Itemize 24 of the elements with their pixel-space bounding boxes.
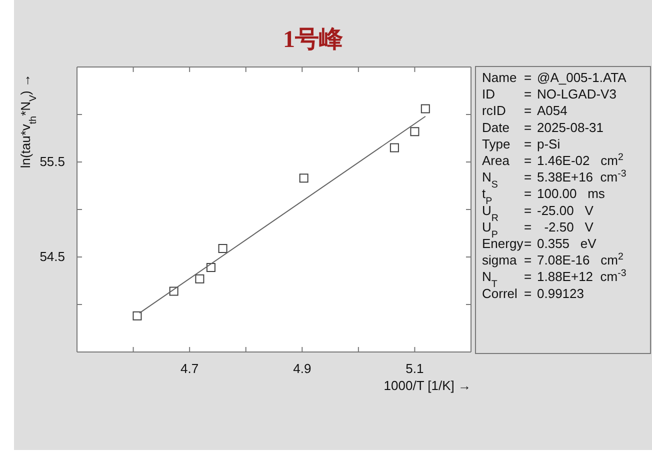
text: ID = NO-LGAD-V3 xyxy=(482,86,616,102)
point xyxy=(169,286,178,296)
point xyxy=(195,274,204,284)
text: Name = @A_005-1.ATA xyxy=(482,70,627,85)
x-tick-label: 4.9 xyxy=(293,361,312,376)
point xyxy=(218,244,228,253)
x-tick-label: 4.7 xyxy=(180,361,199,376)
text: sigma = 7.08E-16 cm$^{2}$ xyxy=(482,251,624,268)
x-axis-title: 1000/T [1/K] → xyxy=(384,378,471,393)
text: Date = 2025-08-31 xyxy=(482,120,604,135)
point xyxy=(299,174,308,183)
point xyxy=(420,104,430,114)
text: rcID = A054 xyxy=(482,103,568,118)
text: Type = p-Si xyxy=(482,136,560,152)
point xyxy=(410,127,420,136)
chart-title: 1号峰 xyxy=(283,27,344,53)
point xyxy=(132,311,142,320)
point xyxy=(390,143,399,152)
y-tick-label: 54.5 xyxy=(40,249,65,264)
y-tick-label: 55.5 xyxy=(40,154,65,170)
text: Area = 1.46E-02 cm$^{2}$ xyxy=(482,152,624,168)
x-tick-label: 5.1 xyxy=(406,361,424,376)
point xyxy=(206,262,216,272)
text: Energy= 0.355 eV xyxy=(482,236,597,251)
